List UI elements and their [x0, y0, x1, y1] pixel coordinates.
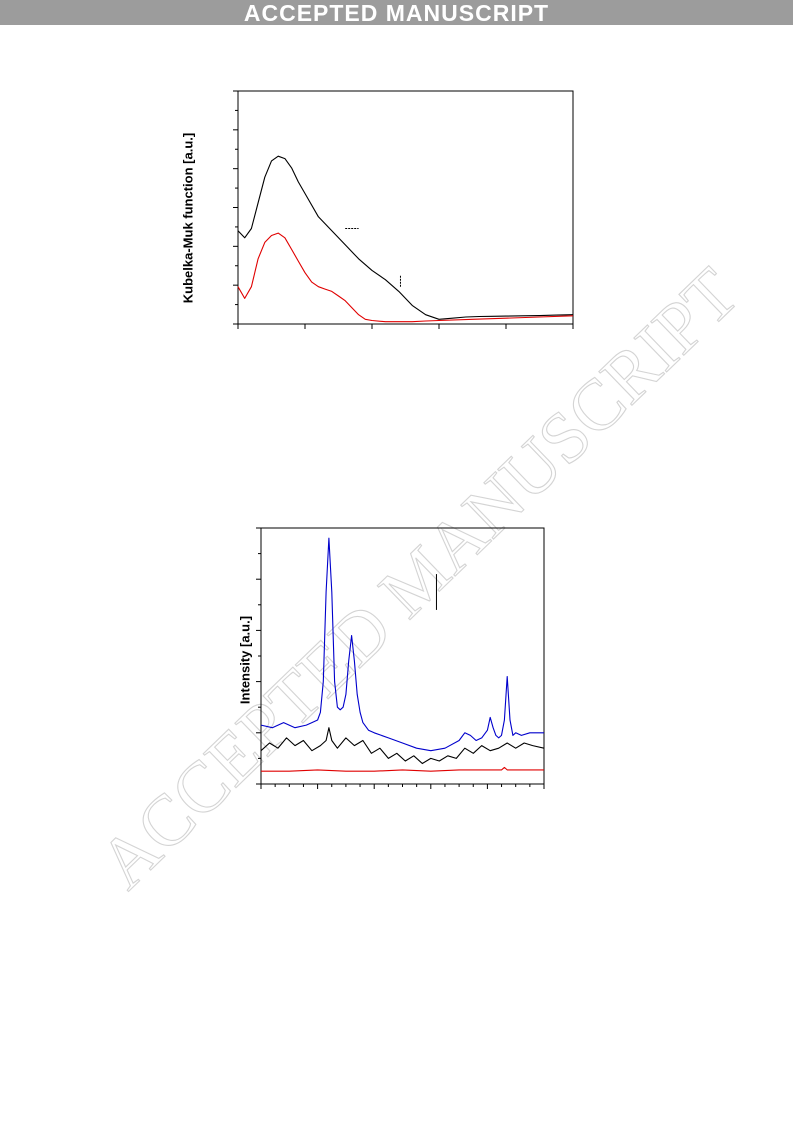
series-line-2: [237, 232, 574, 323]
chart1-ylabel: Kubelka-Muk function [a.u.]: [180, 132, 196, 304]
xrd-intensity-chart: [256, 527, 545, 789]
series-line-1: [237, 155, 574, 320]
series-line-2: [260, 727, 545, 765]
plot-frame: [237, 90, 574, 325]
series-line-3: [261, 766, 544, 772]
watermark-text: ACCEPTED MANUSCRIPT: [84, 253, 754, 904]
kubelka-munk-chart: [233, 90, 574, 329]
chart2-ylabel: Intensity [a.u.]: [237, 615, 253, 705]
accepted-manuscript-banner: ACCEPTED MANUSCRIPT: [0, 0, 793, 26]
series-line-1: [260, 537, 544, 752]
